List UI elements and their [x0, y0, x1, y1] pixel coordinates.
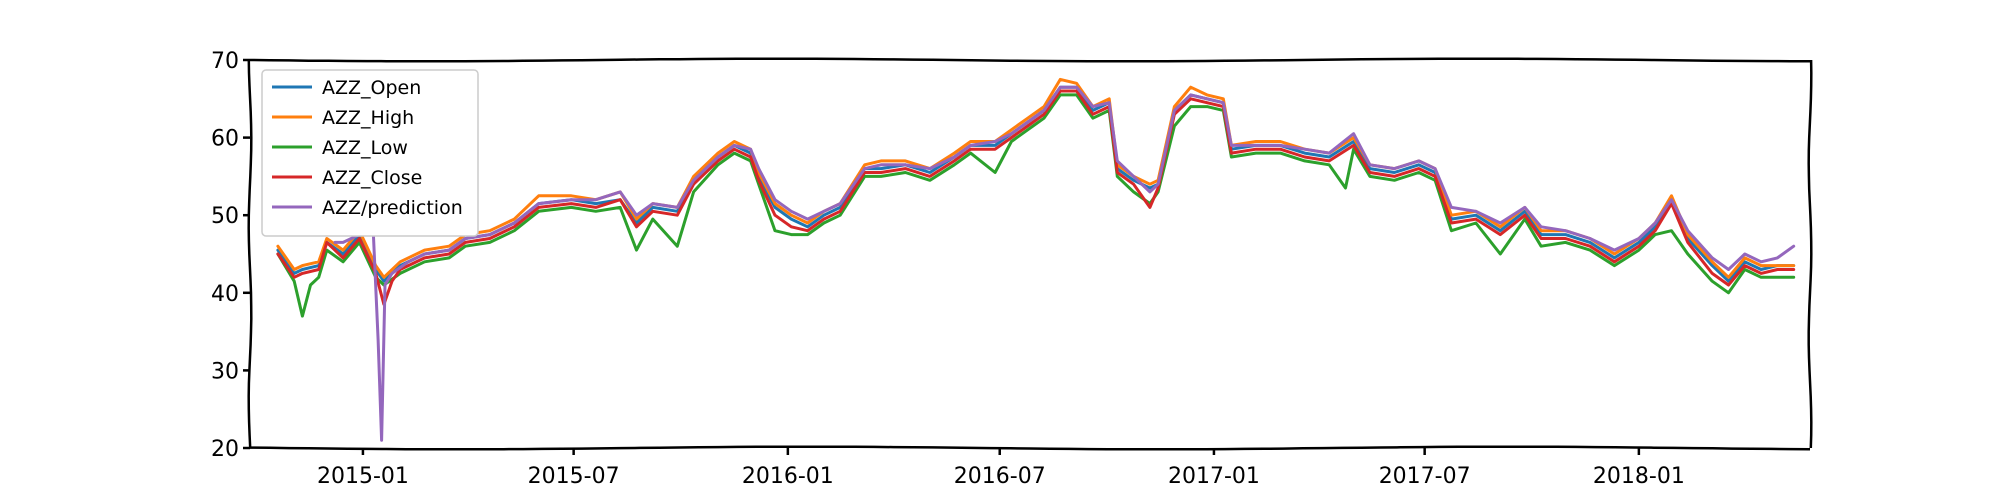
y-tick-label: 20	[211, 437, 239, 462]
legend-label: AZZ_Close	[322, 167, 422, 189]
y-tick-label: 30	[211, 359, 239, 384]
x-tick-label: 2016-07	[954, 464, 1046, 489]
y-axis: 20 30 40 50 60 70	[211, 49, 250, 462]
legend: AZZ_Open AZZ_High AZZ_Low AZZ_Close AZZ/pred…	[261, 69, 479, 237]
x-tick-label: 2015-07	[528, 464, 620, 489]
series-layer	[276, 77, 1796, 442]
legend-label: AZZ_Low	[322, 137, 408, 159]
legend-label: AZZ/prediction	[322, 197, 463, 219]
y-tick-label: 60	[211, 127, 239, 152]
legend-label: AZZ_Open	[322, 77, 421, 99]
x-axis: 2015-01 2015-07 2016-01 2016-07 2017-01 2017-…	[317, 448, 1685, 489]
legend-label: AZZ_High	[322, 107, 414, 129]
y-tick-label: 70	[211, 49, 239, 74]
series-line-2	[276, 93, 1796, 318]
x-tick-label: 2015-01	[317, 464, 409, 489]
series-line-3	[276, 89, 1796, 306]
plot-frame	[247, 57, 1813, 451]
series-line-4	[333, 85, 1796, 442]
x-tick-label: 2016-01	[742, 464, 834, 489]
x-tick-label: 2017-01	[1168, 464, 1260, 489]
x-tick-label: 2017-07	[1379, 464, 1471, 489]
y-tick-label: 50	[211, 204, 239, 229]
y-tick-label: 40	[211, 282, 239, 307]
x-tick-label: 2018-01	[1593, 464, 1685, 489]
legend-box	[261, 69, 479, 237]
